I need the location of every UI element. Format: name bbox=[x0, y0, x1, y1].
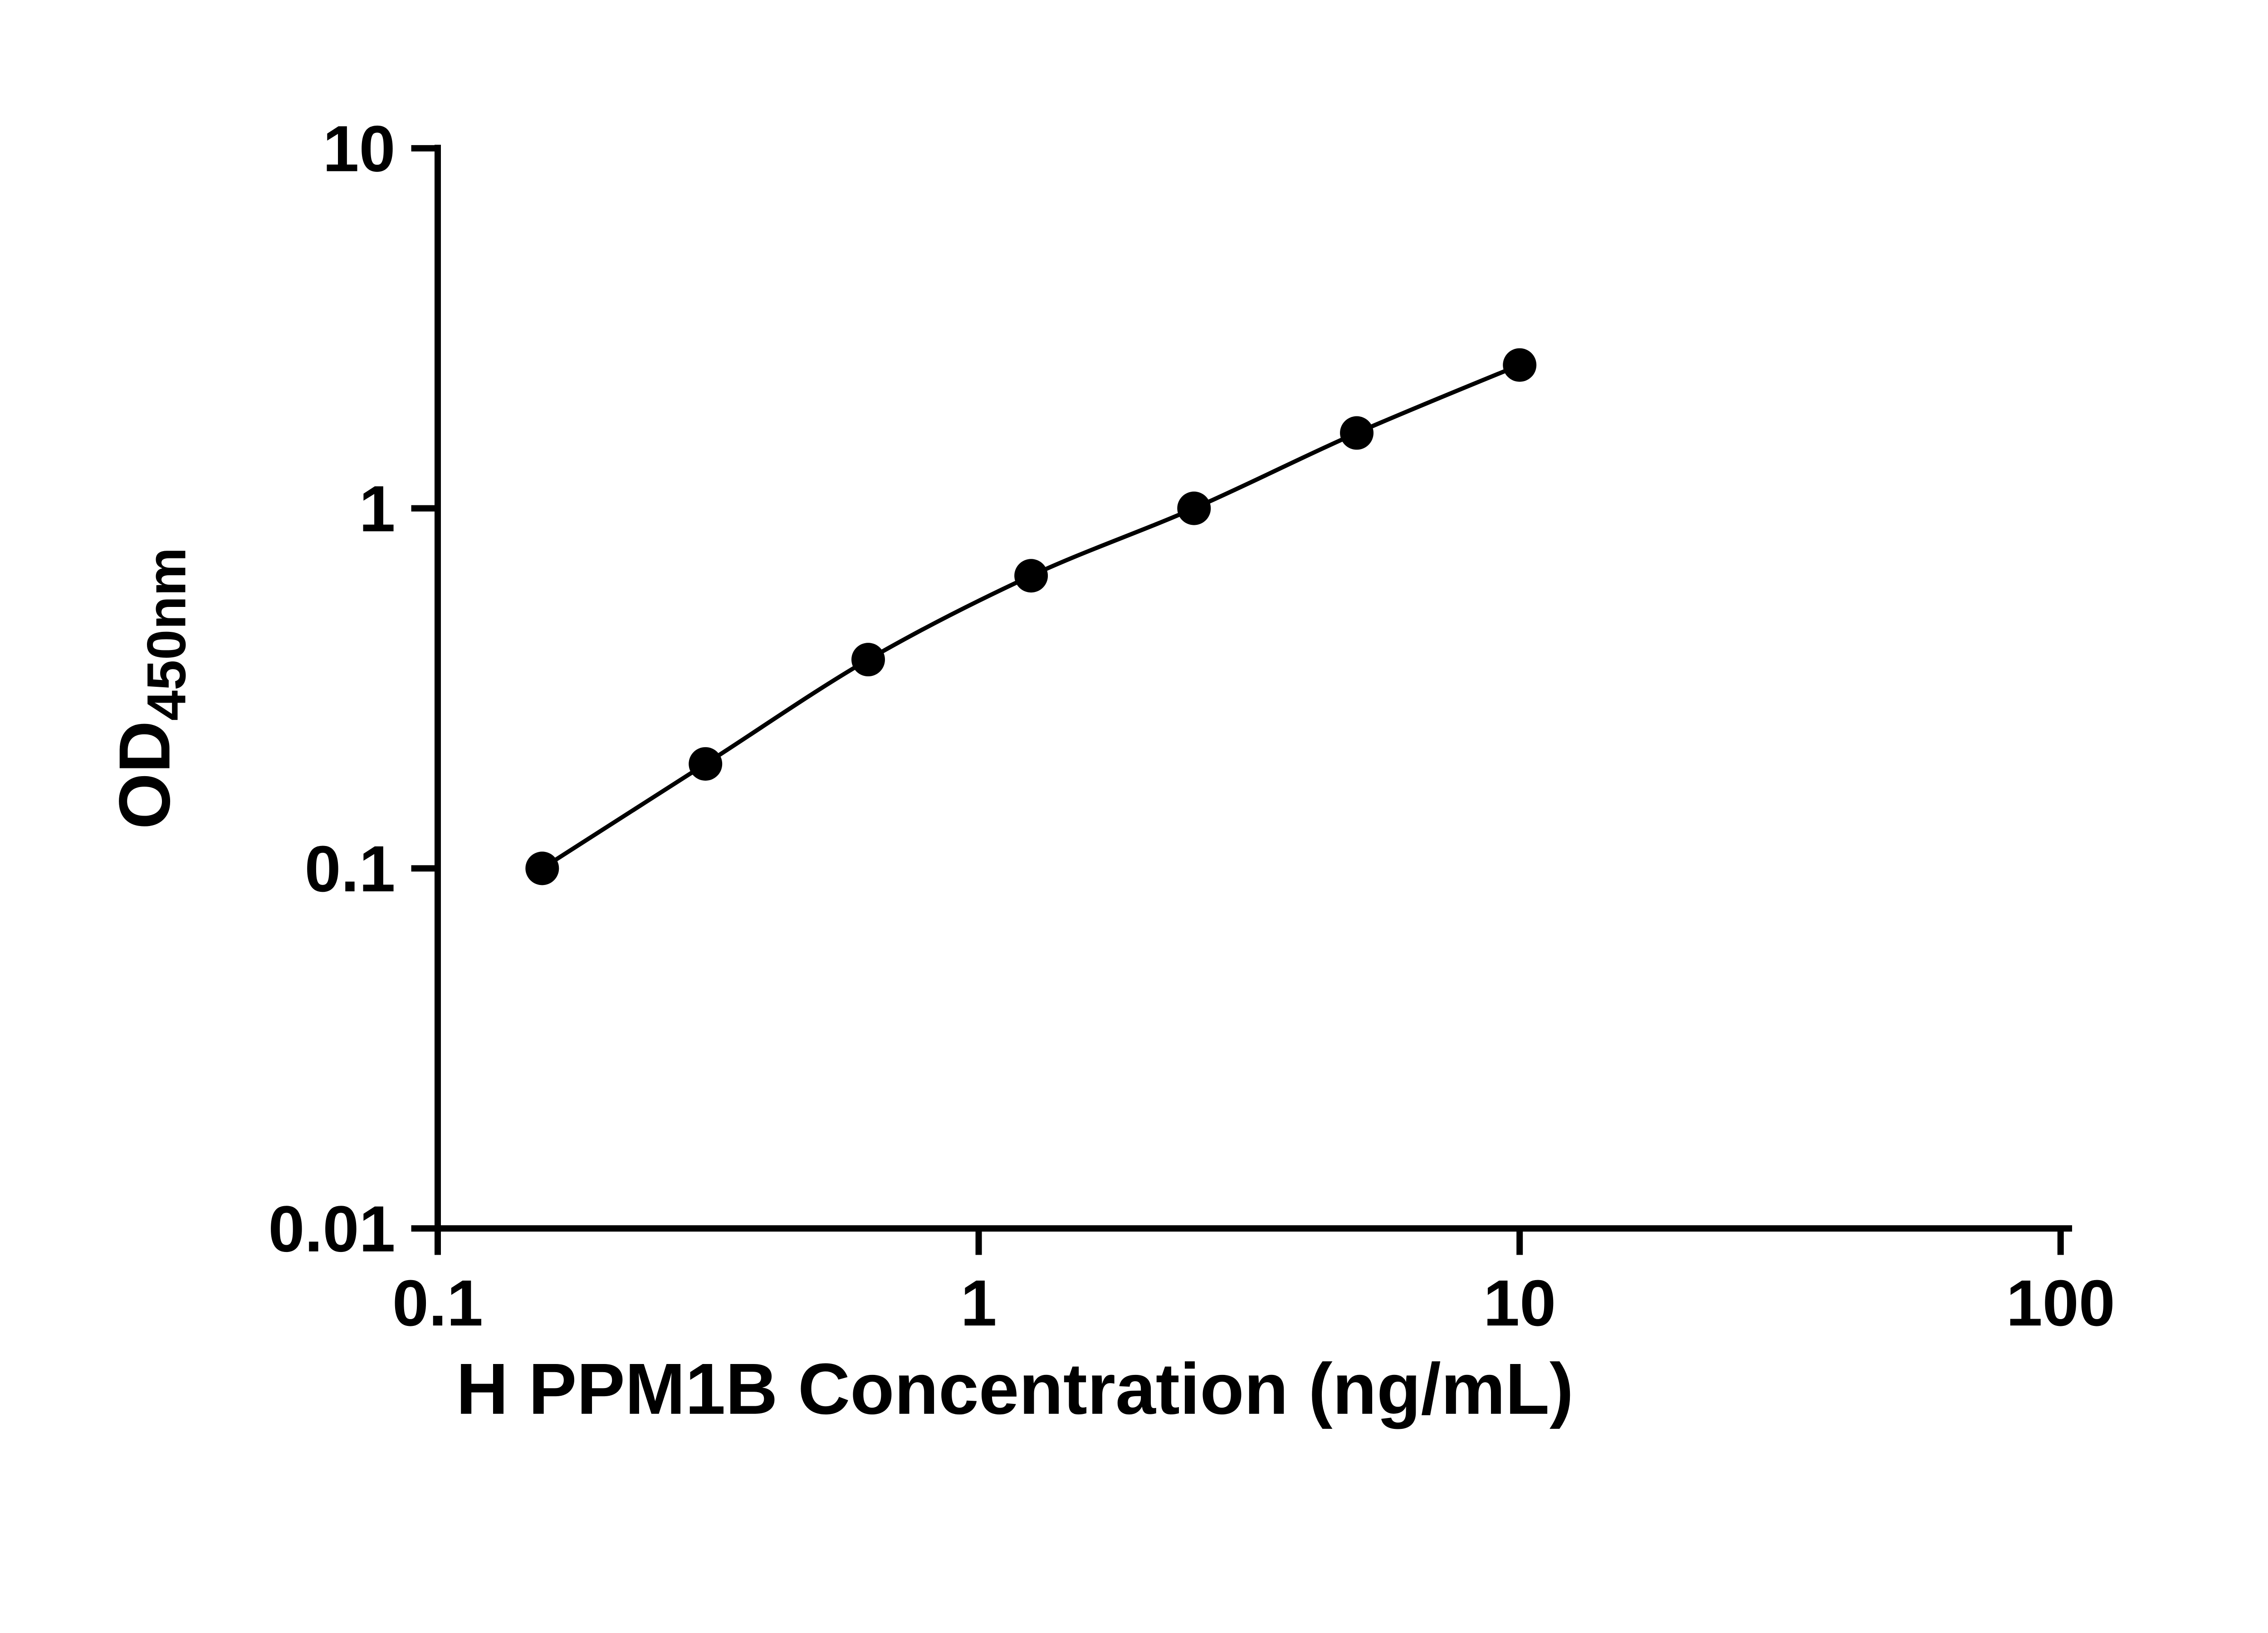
x-tick-label: 0.1 bbox=[392, 1266, 483, 1340]
x-tick-label: 1 bbox=[961, 1266, 997, 1340]
data-point bbox=[851, 643, 885, 677]
standard-curve-chart: 0.1 1 10 100 0.01 0.1 1 10 H PPM1B Concentratio… bbox=[104, 112, 2115, 1429]
data-point bbox=[689, 747, 723, 781]
data-point bbox=[1340, 416, 1374, 450]
x-axis-title: H PPM1B Concentration (ng/mL) bbox=[456, 1349, 1574, 1429]
data-point bbox=[1503, 348, 1537, 382]
x-tick-label: 10 bbox=[1483, 1266, 1556, 1340]
data-point bbox=[525, 851, 559, 885]
y-tick-label: 0.01 bbox=[268, 1193, 395, 1266]
x-tick-label: 100 bbox=[2006, 1266, 2115, 1340]
fit-curve bbox=[541, 363, 1520, 870]
y-tick-label: 0.1 bbox=[304, 832, 395, 905]
axis-lines bbox=[434, 145, 2072, 1232]
y-tick-label: 10 bbox=[323, 112, 395, 185]
y-axis-title-sub: 450nm bbox=[136, 548, 197, 721]
y-axis-title-main: OD bbox=[104, 721, 185, 829]
data-point bbox=[1014, 559, 1048, 593]
y-axis-title: OD450nm bbox=[104, 548, 197, 829]
data-point bbox=[1177, 491, 1211, 525]
y-tick-label: 1 bbox=[359, 472, 396, 545]
